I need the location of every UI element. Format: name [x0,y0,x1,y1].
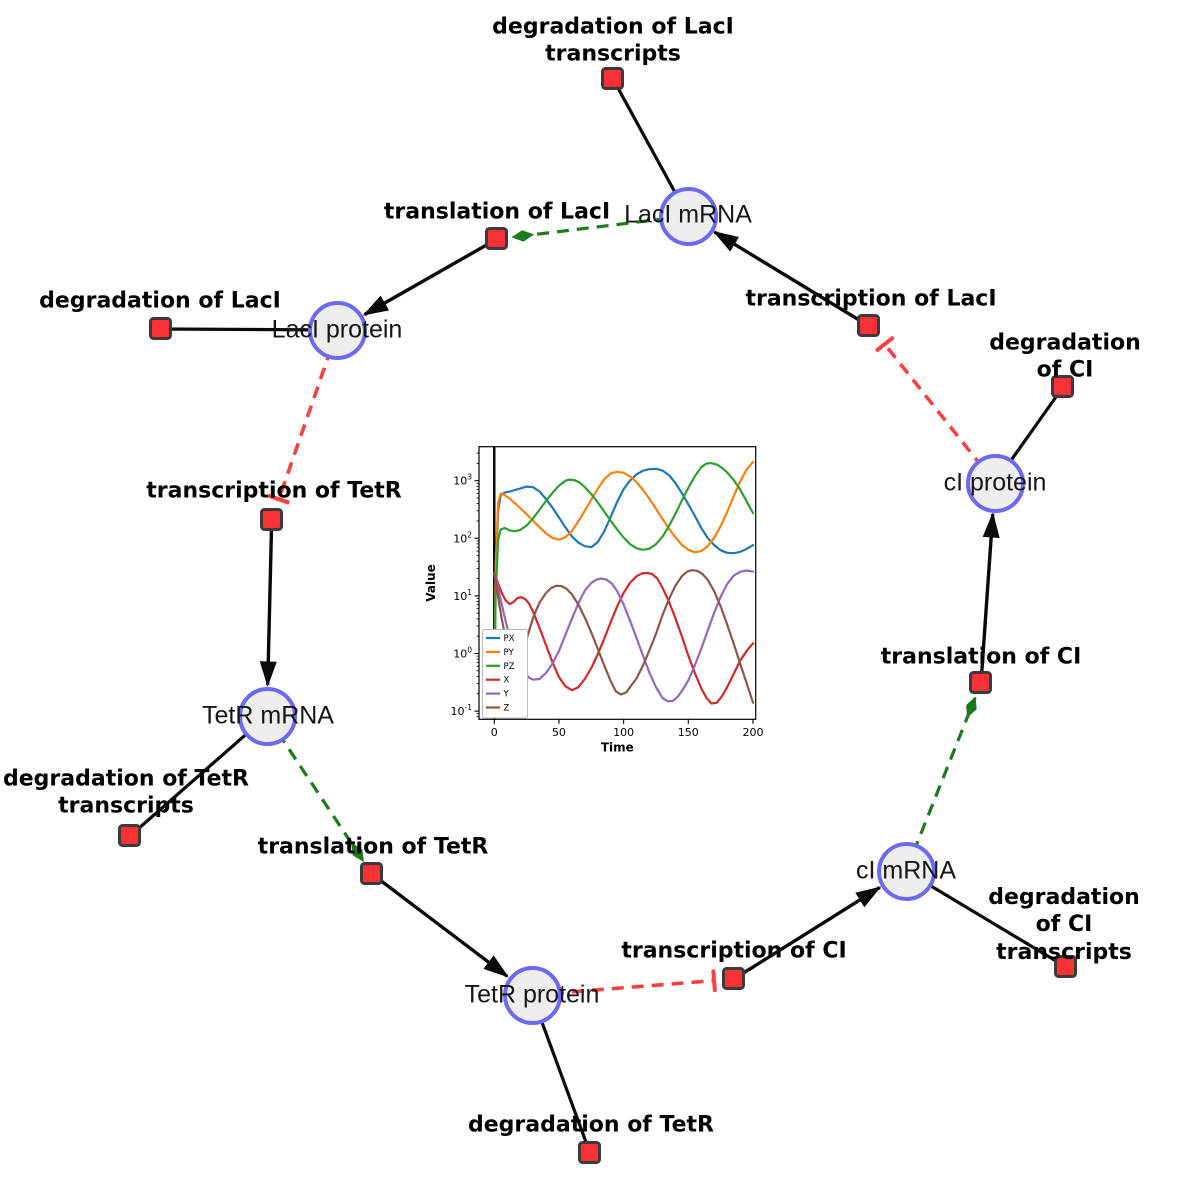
reaction-label-translation-of-laci: translation of LacI [383,199,611,225]
edge-transcription-of-ci-to-ci-mrna [733,886,882,981]
reaction-node-degradation-of-ci-transcripts[interactable] [1054,955,1077,978]
y-axis-label: Value [425,564,438,602]
legend-label-Y: Y [503,690,510,700]
species-node-ci-protein[interactable] [965,453,1025,513]
chart-legend: PX PY PZ XYZ [482,629,528,719]
reaction-label-degradation-of-laci: degradation of LacI [39,288,281,314]
reaction-node-degradation-of-laci-transcripts[interactable] [601,67,624,90]
legend-label-Z: Z [504,704,510,714]
legend-label-X: X [504,676,510,686]
species-label-tetr-protein: TetR protein [464,980,600,1009]
reaction-label-translation-of-ci: translation of CI [880,644,1082,670]
reaction-label-degradation-of-ci-transcripts: degradation of CI transcripts [988,885,1140,965]
x-tick-label: 200 [742,726,763,739]
series-X [493,571,755,705]
species-node-laci-mrna[interactable] [658,186,718,246]
species-node-laci-protein[interactable] [308,300,367,360]
axes-spines [478,446,757,720]
reaction-node-translation-of-ci[interactable] [969,671,992,694]
y-tick-label: 102 [453,530,472,545]
inset-chart: 10-1 100 101 102 103 0 50 100 150 200 Time Value PX P… [424,420,815,780]
reaction-label-degradation-of-ci: degradation of CI [989,330,1141,383]
reaction-node-translation-of-laci[interactable] [485,227,508,250]
x-tick-label: 0 [491,726,498,739]
species-label-ci-mrna: cI mRNA [856,856,956,885]
legend-label-PX: PX [504,634,515,644]
y-tick-label: 100 [453,645,472,660]
reaction-label-degradation-of-tetr-transcripts: degradation of TetR transcripts [2,766,250,819]
legend-label-PY: PY [504,648,515,658]
edge-transcription-of-laci-to-laci-mrna [712,230,870,328]
x-axis-label: Time [601,740,634,754]
species-node-tetr-protein[interactable] [502,965,562,1025]
y-tick-label: 101 [453,588,472,603]
edge-translation-of-laci-to-laci-protein [362,237,498,317]
reaction-node-degradation-of-ci[interactable] [1051,375,1074,398]
species-label-ci-protein: cI protein [943,468,1047,497]
legend-label-PZ: PZ [504,662,515,672]
species-node-tetr-mrna[interactable] [237,686,297,746]
reaction-label-degradation-of-laci-transcripts: degradation of LacI transcripts [492,14,734,67]
edge-tetr-mrna-to-degradation-of-tetr-transcripts [128,714,269,838]
reaction-label-translation-of-tetr: translation of TetR [257,834,489,860]
series-PX [493,467,755,702]
series-PY [493,460,755,702]
x-tick-label: 150 [678,726,699,739]
reaction-node-transcription-of-ci[interactable] [722,967,745,990]
species-label-laci-mrna: LacI mRNA [624,200,752,229]
reaction-label-transcription-of-ci: transcription of CI [621,938,847,964]
edge-ci-mrna-to-degradation-of-ci-transcripts [905,869,1067,969]
reaction-node-degradation-of-tetr-transcripts[interactable] [118,824,141,847]
species-label-laci-protein: LacI protein [271,315,403,344]
edge-transcription-of-tetr-to-tetr-mrna [259,519,277,687]
reaction-node-translation-of-tetr[interactable] [360,862,383,885]
edge-ci-mrna-modifies-translation-of-ci [904,696,977,872]
y-tick-label: 10-1 [451,703,473,718]
edge-translation-of-tetr-to-tetr-protein [370,872,509,978]
x-tick-label: 100 [613,726,634,739]
reaction-node-transcription-of-tetr[interactable] [260,508,283,531]
x-tick-label: 50 [552,726,566,739]
reaction-node-transcription-of-laci[interactable] [857,314,880,337]
edge-tetr-protein-inhibits-transcription-of-ci [531,981,714,997]
species-label-tetr-mrna: TetR mRNA [202,701,334,730]
reaction-node-degradation-of-laci[interactable] [149,317,172,340]
species-node-ci-mrna[interactable] [876,841,936,901]
reaction-label-transcription-of-tetr: transcription of TetR [146,478,402,504]
reaction-label-transcription-of-laci: transcription of LacI [745,286,997,312]
edge-translation-of-ci-to-ci-protein [979,512,1000,684]
y-tick-label: 103 [453,473,472,488]
reaction-node-degradation-of-tetr[interactable] [578,1141,601,1164]
series-PZ [493,462,755,702]
reaction-label-degradation-of-tetr: degradation of TetR [467,1112,715,1138]
